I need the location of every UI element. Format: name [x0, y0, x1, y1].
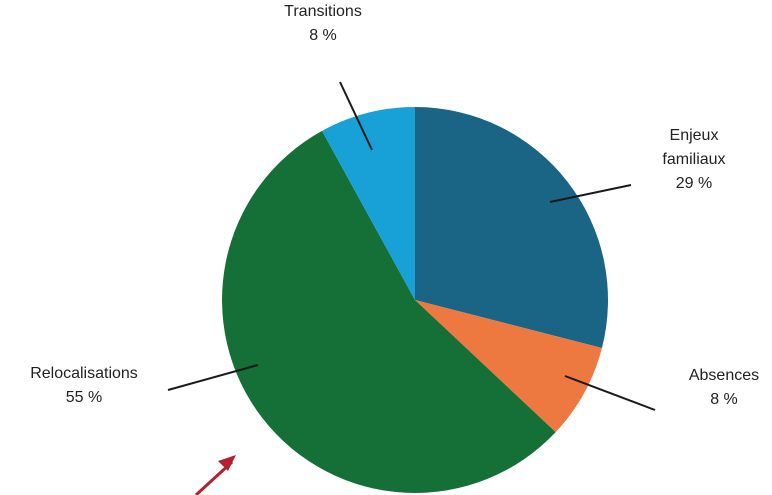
slice-name-label: Transitions [284, 3, 362, 20]
annotation-arrow-head [218, 455, 236, 471]
pie-slice [222, 130, 556, 493]
slice-label: Relocalisations 55 % [30, 365, 138, 406]
leader-line [564, 375, 656, 411]
slice-name-label: familiaux [662, 151, 725, 168]
leader-lines [167, 81, 656, 411]
leader-line [549, 184, 632, 203]
pie-slices [222, 106, 609, 493]
slice-label: Transitions 8 % [284, 3, 362, 44]
pie-slice [415, 107, 609, 348]
leader-line [339, 81, 373, 151]
pie-slice [322, 106, 415, 300]
slice-value-label: 8 % [710, 391, 738, 408]
slice-name-label: Relocalisations [30, 365, 138, 382]
slice-label: Enjeux familiaux 29 % [662, 127, 725, 192]
slice-name-label: Absences [689, 367, 759, 384]
slice-label: Absences 8 % [689, 367, 759, 408]
leader-line [167, 364, 259, 391]
pie-slice [415, 300, 602, 433]
slice-value-label: 55 % [66, 389, 102, 406]
slice-labels: Enjeux familiaux 29 % Absences 8 % Relocalisa… [30, 3, 759, 408]
slice-name-label: Enjeux [670, 127, 719, 144]
slice-value-label: 8 % [309, 27, 337, 44]
slice-value-label: 29 % [676, 175, 712, 192]
